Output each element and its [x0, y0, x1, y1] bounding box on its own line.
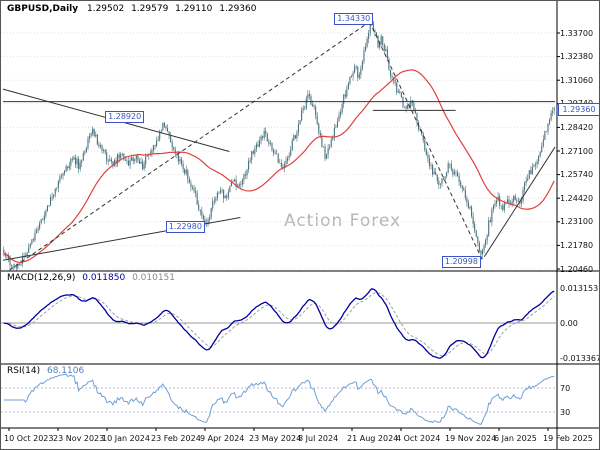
price-annotation[interactable]: 1.28920 — [105, 111, 145, 123]
y-axis-label: 1.24420 — [560, 193, 594, 203]
rsi-level-label: 30 — [560, 407, 571, 417]
macd-main-value: 0.011850 — [82, 273, 126, 283]
price-annotation[interactable]: 1.22980 — [165, 221, 205, 233]
y-axis-label: 1.33700 — [560, 28, 594, 38]
rsi-indicator-label: RSI(14) 68.1106 — [7, 366, 88, 376]
y-axis-label: 1.23100 — [560, 217, 594, 227]
x-axis-label: 4 Oct 2024 — [396, 434, 441, 443]
x-axis-label: 19 Feb 2025 — [543, 434, 593, 443]
price-annotation[interactable]: 1.34330 — [334, 13, 374, 25]
rsi-level-label: 70 — [560, 383, 571, 393]
y-axis-label: 1.21780 — [560, 240, 594, 250]
price-annotation[interactable]: 1.20998 — [441, 256, 481, 268]
ohlc-close: 1.29360 — [219, 4, 257, 14]
y-axis-label: 1.32380 — [560, 52, 594, 62]
rsi-value: 68.1106 — [46, 366, 85, 376]
rsi-name: RSI(14) — [7, 366, 41, 376]
y-axis-label: 1.27100 — [560, 146, 594, 156]
macd-signal-value: 0.010151 — [132, 273, 176, 283]
y-axis-label: 1.31060 — [560, 75, 594, 85]
watermark: Action Forex — [284, 211, 402, 231]
x-axis-label: 8 Jul 2024 — [298, 434, 339, 443]
x-axis-label: 23 Nov 2023 — [53, 434, 105, 443]
x-axis-label: 6 Jan 2025 — [494, 434, 537, 443]
x-axis-label: 9 Apr 2024 — [200, 434, 245, 443]
macd-name: MACD(12,26,9) — [7, 273, 76, 283]
x-axis-label: 23 May 2024 — [249, 434, 302, 443]
y-axis-label: 1.28420 — [560, 122, 594, 132]
x-axis-label: 10 Oct 2023 — [4, 434, 54, 443]
ohlc-high: 1.29579 — [131, 4, 169, 14]
chart-title: GBPUSD,Daily 1.29502 1.29579 1.29110 1.2… — [7, 4, 260, 14]
x-axis-label: 21 Aug 2024 — [347, 434, 399, 443]
macd-indicator-label: MACD(12,26,9) 0.011850 0.010151 — [7, 273, 179, 283]
y-axis-label: 1.25740 — [560, 170, 594, 180]
y-axis-label: 1.20460 — [560, 264, 594, 274]
x-axis-label: 10 Jan 2024 — [102, 434, 150, 443]
macd-axis-label: 0.00 — [560, 318, 578, 328]
symbol-label: GBPUSD,Daily — [7, 4, 79, 14]
ohlc-low: 1.29110 — [175, 4, 213, 14]
current-price-tag: 1.29360 — [558, 103, 599, 117]
x-axis-label: 19 Nov 2024 — [445, 434, 497, 443]
macd-axis-label: 0.013153 — [560, 283, 599, 293]
ohlc-open: 1.29502 — [86, 4, 125, 14]
x-axis-label: 23 Feb 2024 — [151, 434, 201, 443]
macd-axis-label: -0.013367 — [560, 353, 600, 363]
